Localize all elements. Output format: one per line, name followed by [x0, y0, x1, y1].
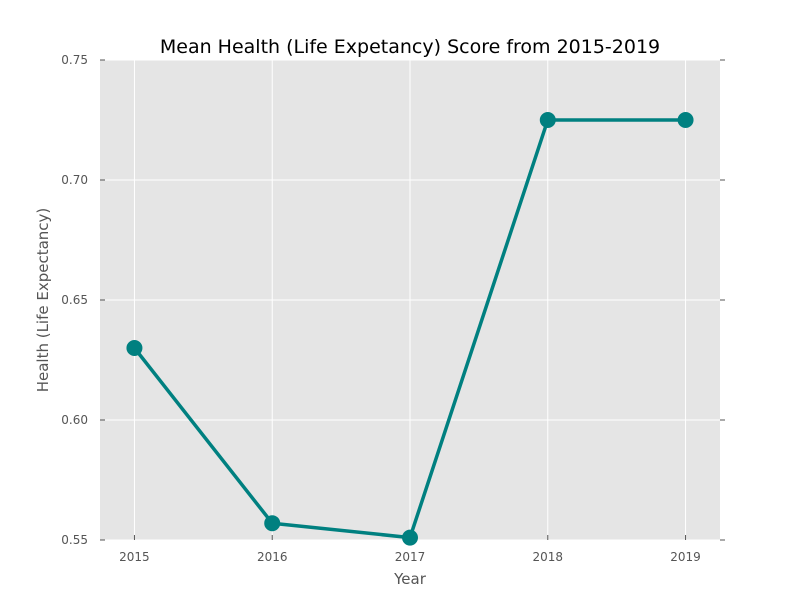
data-point — [264, 515, 281, 532]
x-tick-label: 2018 — [533, 550, 564, 564]
axis-ticks: 2015 2016 2017 2018 2019 0.55 0.60 0.65 0.70 0.75 — [61, 53, 725, 564]
y-tick-label: 0.65 — [61, 293, 88, 307]
y-tick-label: 0.60 — [61, 413, 88, 427]
chart-title: Mean Health (Life Expetancy) Score from … — [160, 36, 660, 58]
data-point — [402, 529, 418, 546]
data-point — [677, 112, 694, 128]
y-tick-label: 0.75 — [61, 53, 88, 67]
series-layer — [126, 112, 694, 546]
y-tick-label: 0.70 — [61, 173, 88, 187]
x-tick-label: 2019 — [670, 550, 701, 564]
y-tick-label: 0.55 — [61, 533, 88, 547]
x-tick-label: 2015 — [119, 550, 150, 564]
y-axis-label: Health (Life Expectancy) — [34, 208, 52, 393]
x-tick-label: 2017 — [395, 550, 426, 564]
data-point — [126, 340, 143, 356]
x-axis-label: Year — [393, 570, 427, 588]
x-tick-label: 2016 — [257, 550, 288, 564]
data-point — [539, 112, 556, 128]
